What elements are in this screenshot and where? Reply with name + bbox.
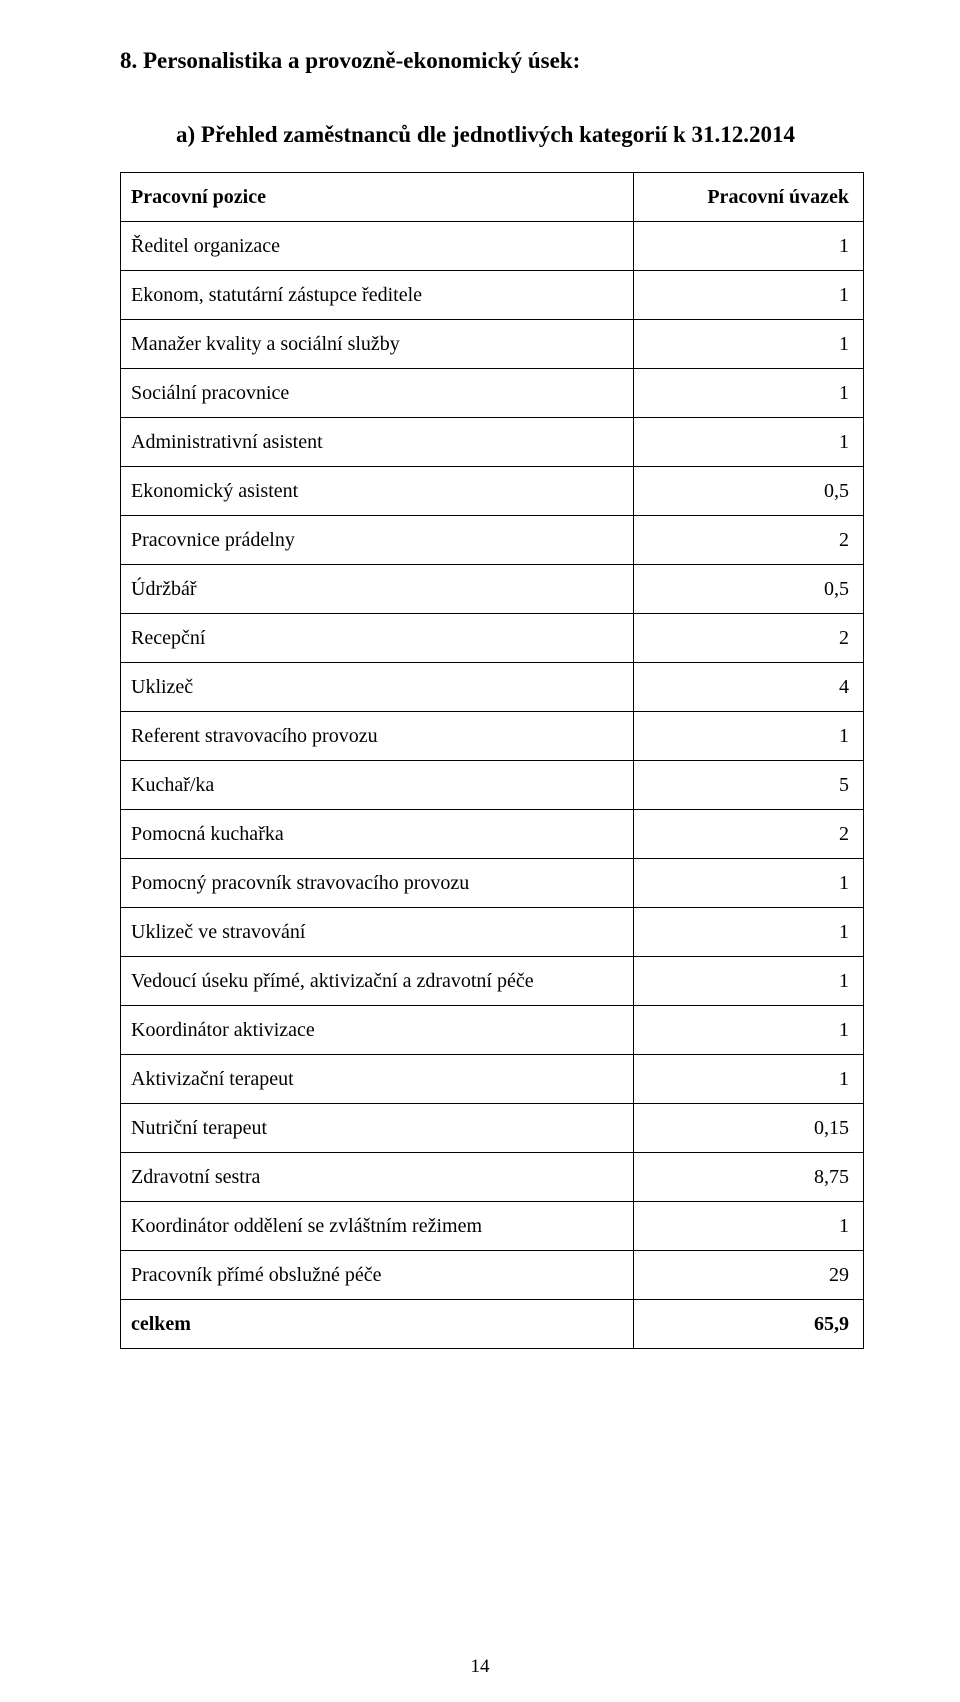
table-cell-label: Kuchař/ka — [121, 761, 634, 810]
table-row: Manažer kvality a sociální služby1 — [121, 320, 864, 369]
table-header-label: Pracovní pozice — [121, 173, 634, 222]
table-cell-label: Pracovník přímé obslužné péče — [121, 1251, 634, 1300]
table-cell-label: Ekonom, statutární zástupce ředitele — [121, 271, 634, 320]
table-cell-label: Administrativní asistent — [121, 418, 634, 467]
table-cell-label: Ředitel organizace — [121, 222, 634, 271]
document-page: 8. Personalistika a provozně-ekonomický … — [0, 0, 960, 1702]
table-row: Referent stravovacího provozu1 — [121, 712, 864, 761]
table-cell-label: Uklizeč — [121, 663, 634, 712]
page-number: 14 — [0, 1656, 960, 1678]
table-cell-label: Recepční — [121, 614, 634, 663]
table-total-value: 65,9 — [633, 1300, 863, 1349]
table-cell-value: 0,5 — [633, 467, 863, 516]
table-cell-value: 1 — [633, 369, 863, 418]
table-cell-value: 1 — [633, 271, 863, 320]
table-cell-value: 0,5 — [633, 565, 863, 614]
table-cell-value: 29 — [633, 1251, 863, 1300]
table-cell-value: 1 — [633, 859, 863, 908]
table-cell-label: Referent stravovacího provozu — [121, 712, 634, 761]
table-cell-value: 1 — [633, 1055, 863, 1104]
table-cell-label: Zdravotní sestra — [121, 1153, 634, 1202]
table-row: Vedoucí úseku přímé, aktivizační a zdrav… — [121, 957, 864, 1006]
table-cell-value: 2 — [633, 810, 863, 859]
table-cell-label: Údržbář — [121, 565, 634, 614]
table-cell-label: Pracovnice prádelny — [121, 516, 634, 565]
table-cell-label: Manažer kvality a sociální služby — [121, 320, 634, 369]
table-total-row: celkem65,9 — [121, 1300, 864, 1349]
table-row: Nutriční terapeut0,15 — [121, 1104, 864, 1153]
table-cell-label: Uklizeč ve stravování — [121, 908, 634, 957]
table-row: Koordinátor aktivizace1 — [121, 1006, 864, 1055]
table-cell-value: 1 — [633, 1006, 863, 1055]
table-cell-label: Aktivizační terapeut — [121, 1055, 634, 1104]
table-row: Uklizeč4 — [121, 663, 864, 712]
table-row: Pomocná kuchařka2 — [121, 810, 864, 859]
table-cell-value: 1 — [633, 320, 863, 369]
table-row: Administrativní asistent1 — [121, 418, 864, 467]
table-cell-label: Ekonomický asistent — [121, 467, 634, 516]
table-cell-value: 1 — [633, 222, 863, 271]
table-row: Ředitel organizace1 — [121, 222, 864, 271]
table-cell-value: 2 — [633, 516, 863, 565]
table-cell-label: Koordinátor oddělení se zvláštním režime… — [121, 1202, 634, 1251]
table-total-label: celkem — [121, 1300, 634, 1349]
table-cell-value: 5 — [633, 761, 863, 810]
table-cell-value: 1 — [633, 1202, 863, 1251]
table-cell-label: Pomocná kuchařka — [121, 810, 634, 859]
table-cell-label: Vedoucí úseku přímé, aktivizační a zdrav… — [121, 957, 634, 1006]
table-cell-value: 2 — [633, 614, 863, 663]
table-header-row: Pracovní pozice Pracovní úvazek — [121, 173, 864, 222]
table-row: Zdravotní sestra8,75 — [121, 1153, 864, 1202]
staff-table-body: Pracovní pozice Pracovní úvazek Ředitel … — [121, 173, 864, 1349]
table-cell-value: 4 — [633, 663, 863, 712]
table-row: Sociální pracovnice1 — [121, 369, 864, 418]
table-cell-value: 1 — [633, 418, 863, 467]
table-row: Ekonomický asistent0,5 — [121, 467, 864, 516]
table-row: Pracovnice prádelny2 — [121, 516, 864, 565]
staff-table: Pracovní pozice Pracovní úvazek Ředitel … — [120, 172, 864, 1349]
table-cell-label: Pomocný pracovník stravovacího provozu — [121, 859, 634, 908]
table-row: Recepční2 — [121, 614, 864, 663]
table-row: Aktivizační terapeut1 — [121, 1055, 864, 1104]
sub-heading: a) Přehled zaměstnanců dle jednotlivých … — [176, 122, 864, 148]
table-row: Údržbář0,5 — [121, 565, 864, 614]
table-row: Ekonom, statutární zástupce ředitele1 — [121, 271, 864, 320]
table-row: Kuchař/ka5 — [121, 761, 864, 810]
table-header-value: Pracovní úvazek — [633, 173, 863, 222]
table-cell-value: 0,15 — [633, 1104, 863, 1153]
table-row: Koordinátor oddělení se zvláštním režime… — [121, 1202, 864, 1251]
table-cell-label: Koordinátor aktivizace — [121, 1006, 634, 1055]
table-cell-label: Nutriční terapeut — [121, 1104, 634, 1153]
table-cell-label: Sociální pracovnice — [121, 369, 634, 418]
table-row: Uklizeč ve stravování1 — [121, 908, 864, 957]
section-heading: 8. Personalistika a provozně-ekonomický … — [120, 48, 864, 74]
table-cell-value: 1 — [633, 712, 863, 761]
table-cell-value: 1 — [633, 957, 863, 1006]
table-row: Pomocný pracovník stravovacího provozu1 — [121, 859, 864, 908]
table-cell-value: 1 — [633, 908, 863, 957]
table-row: Pracovník přímé obslužné péče29 — [121, 1251, 864, 1300]
table-cell-value: 8,75 — [633, 1153, 863, 1202]
